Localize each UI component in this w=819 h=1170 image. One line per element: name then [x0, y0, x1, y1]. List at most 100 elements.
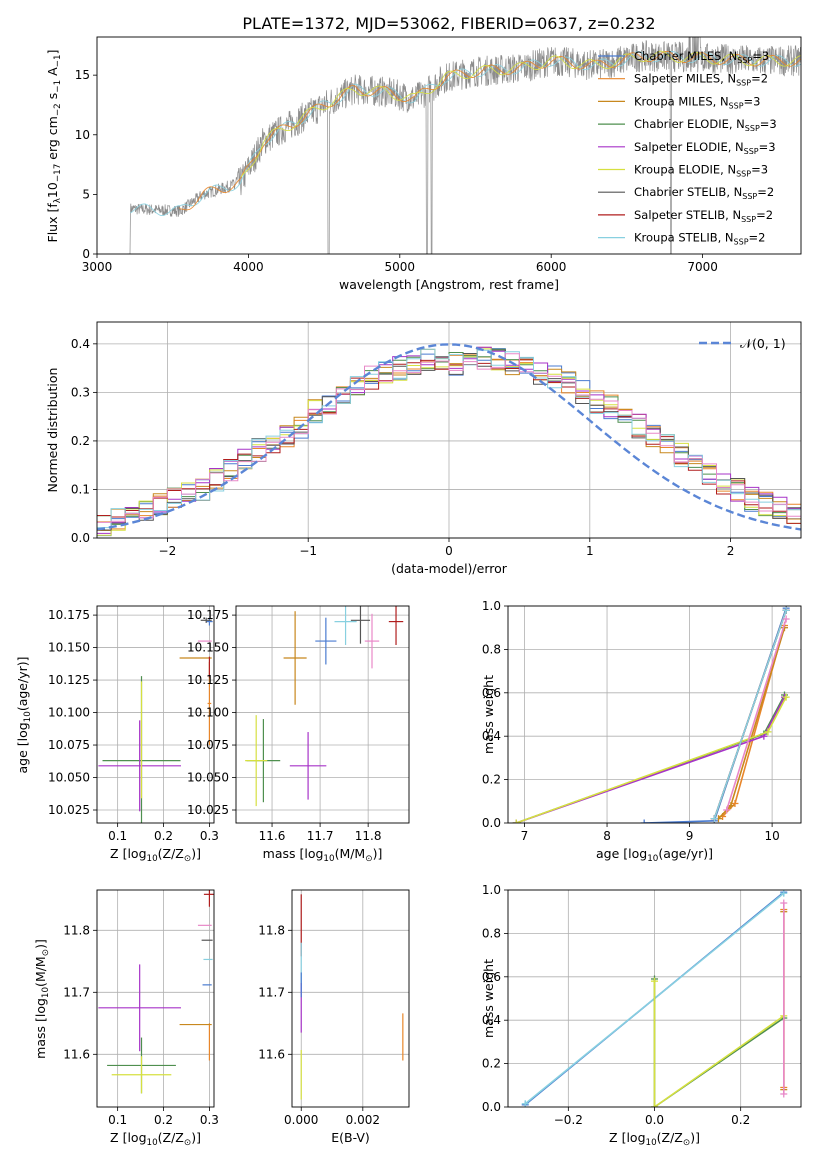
grid-mass-vs-Z [97, 890, 214, 1107]
x-tick-label: 8 [603, 829, 611, 843]
legend-count: =3 [760, 117, 777, 131]
observed-spectrum-line [127, 37, 801, 254]
legend-subscript: SSP [737, 56, 752, 65]
x-tick-label: 0.1 [108, 1113, 127, 1127]
y-axis-label-part: age [log [15, 722, 30, 773]
y-axis-label-part: Flux [f [45, 203, 60, 243]
y-axis-label: mass weight [481, 959, 496, 1038]
legend-label: Salpeter STELIB, NSSP=2 [634, 208, 773, 224]
x-tick-label: 0.2 [154, 829, 173, 843]
y-tick-label: 0 [82, 247, 90, 261]
x-axis-label-part: (Z/Z [657, 1130, 683, 1145]
axes-mass-vs-EBV: 0.000 0.002 11.6 11.7 11.8 E(B-V) [258, 889, 410, 1145]
data-marker [723, 806, 731, 814]
legend-count: =2 [751, 72, 768, 86]
data-marker [640, 819, 648, 823]
y-tick-label: 11.8 [63, 923, 90, 937]
x-axis-label: mass [log10(M/M⊙)] [263, 846, 383, 864]
x-axis-label-part: (Z/Z [158, 1130, 184, 1145]
axes-frame [235, 605, 410, 824]
x-axis-label: E(B-V) [331, 1130, 370, 1145]
legend-subscript: SSP [729, 101, 744, 110]
y-tick-label: 10.150 [48, 641, 90, 655]
x-tick-label: −1 [299, 544, 317, 558]
legend-label: Kroupa ELODIE, NSSP=3 [634, 163, 768, 179]
y-axis-label-part: −1 [53, 54, 63, 67]
legend-count: =3 [752, 49, 769, 63]
legend-subscript: SSP [736, 79, 751, 88]
legend-count: =2 [757, 185, 774, 199]
axes-frame [96, 889, 215, 1108]
data-point [206, 617, 213, 626]
x-axis-label-part: age [log [596, 846, 647, 861]
data-marker [710, 815, 718, 823]
legend-series-name: Chabrier ELODIE, N [634, 117, 745, 131]
y-tick-label: 0.8 [482, 926, 501, 940]
x-axis-label-part: 10 [147, 1138, 158, 1148]
x-tick-label: 11.8 [355, 829, 382, 843]
x-tick-label: 0.3 [200, 1113, 219, 1127]
y-axis-label-part: ] [45, 50, 60, 55]
panel-residuals: −2 −1 0 1 2 0.0 0.1 0.2 0.3 0.4 (data-model)/error… [45, 321, 802, 576]
legend-count: =3 [751, 163, 768, 177]
axes-age-vs-mass: 11.6 11.7 11.8 10.025 10.050 10.075 10.100 10.1… [187, 605, 410, 864]
x-tick-label: 0.2 [154, 1113, 173, 1127]
x-axis-label-part: ⊙ [184, 854, 191, 864]
x-axis-label-part: ⊙ [184, 1138, 191, 1148]
x-tick-label: 11.6 [259, 829, 286, 843]
y-tick-label: 10.125 [48, 673, 90, 687]
x-axis-label-part: (M/M [335, 846, 366, 861]
legend-label: Chabrier ELODIE, NSSP=3 [634, 117, 777, 133]
axes-mass-vs-Z: 0.1 0.2 0.311.611.711.8Z [log10(Z/Z⊙)]mass… [33, 889, 219, 1148]
x-axis-label-part: 10 [147, 854, 158, 864]
data-marker [764, 728, 772, 736]
y-axis-label-part: (age/yr)] [15, 656, 30, 711]
data-point [203, 890, 214, 907]
x-axis-label: wavelength [Angstrom, rest frame] [339, 277, 559, 292]
legend-label: Kroupa STELIB, NSSP=2 [634, 231, 765, 247]
legend-label: Chabrier STELIB, NSSP=2 [634, 185, 774, 201]
y-tick-label: 0.8 [482, 642, 501, 656]
axes-frame [96, 605, 215, 824]
legend: 𝒩(0, 1) [699, 336, 786, 351]
y-tick-label: 10.175 [48, 608, 90, 622]
x-axis-label-part: )] [191, 1130, 201, 1145]
y-tick-label: 10 [75, 128, 90, 142]
x-tick-label: 7000 [687, 260, 718, 274]
data-point [111, 1056, 172, 1094]
legend-count: =2 [749, 231, 766, 245]
weight-line [653, 981, 785, 1107]
data-marker [521, 1100, 529, 1107]
x-tick-label: 9 [686, 829, 694, 843]
panel-age-vs-mass: 11.6 11.7 11.8 10.025 10.050 10.075 10.100 10.1… [187, 605, 410, 864]
legend-subscript: SSP [745, 124, 760, 133]
axes-spectrum: 3000 4000 5000 6000 7000 0 5 10 15 wavelength [An… [45, 36, 802, 292]
y-tick-label: 10.125 [187, 673, 229, 687]
axes-frame [507, 605, 802, 824]
y-axis-label-part: erg cm [45, 116, 60, 164]
x-tick-label: 0.2 [731, 1113, 750, 1127]
axes-weight-vs-Z: −0.2 0.0 0.2 0.0 0.2 0.4 0.6 0.8 1.0 Z [log10(Z/Z… [481, 883, 802, 1148]
x-axis-label: Z [log10(Z/Z⊙)] [110, 846, 201, 864]
panel-weight-vs-Z: −0.2 0.0 0.2 0.0 0.2 0.4 0.6 0.8 1.0 Z [log10(Z/Z… [481, 883, 802, 1148]
legend-subscript: SSP [742, 192, 757, 201]
legend-label: Salpeter MILES, NSSP=2 [634, 72, 768, 88]
y-axis-label-part: 10 [23, 711, 33, 722]
weight-line [713, 610, 787, 819]
y-tick-label: 0.2 [71, 434, 90, 448]
y-tick-label: 0.2 [482, 773, 501, 787]
panel-age-vs-Z: 0.1 0.2 0.3 10.025 10.050 10.075 10.100 10.125 1… [15, 605, 219, 864]
legend-series-name: Salpeter STELIB, N [634, 208, 741, 222]
x-axis-label-part: Z [log [609, 1130, 645, 1145]
plot-area-mass-vs-Z [98, 890, 214, 1094]
data-marker [782, 606, 790, 614]
x-tick-label: 5000 [385, 260, 416, 274]
x-axis-label-part: )] [191, 846, 201, 861]
legend-subscript: SSP [741, 215, 756, 224]
x-axis-label-part: mass [log [263, 846, 324, 861]
data-marker [780, 1090, 788, 1098]
y-tick-label: 1.0 [482, 599, 501, 613]
legend-series-name: Chabrier MILES, N [634, 49, 737, 63]
